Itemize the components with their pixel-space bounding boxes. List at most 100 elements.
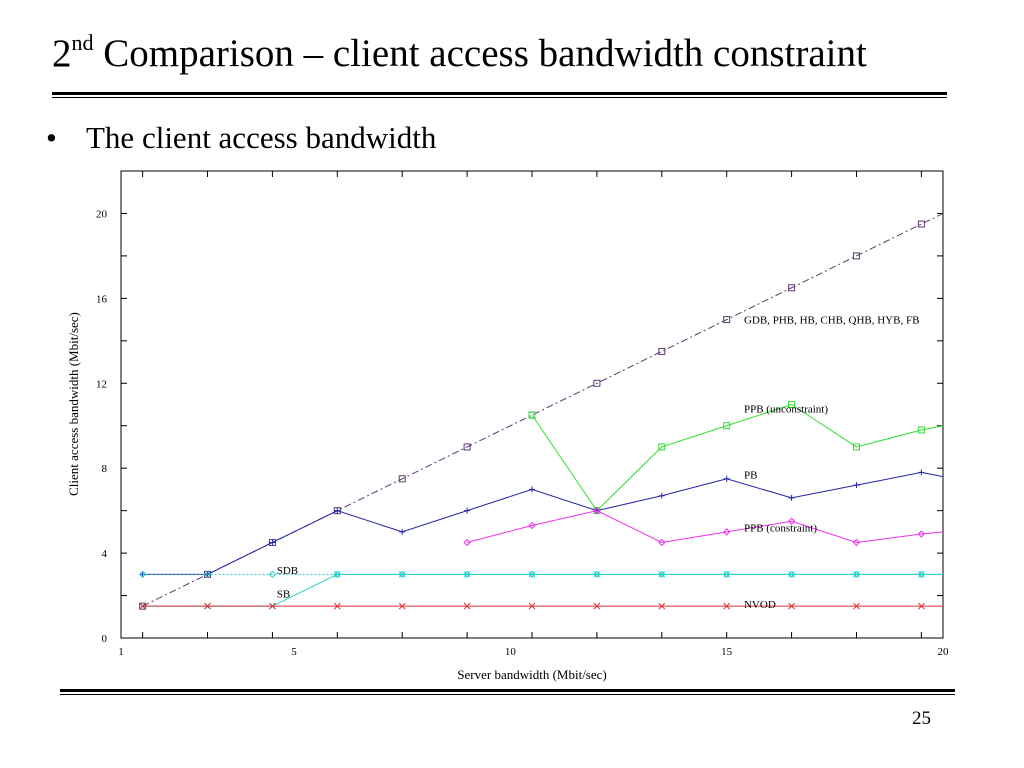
data-point (723, 475, 730, 482)
data-point (723, 602, 731, 610)
x-axis-label: Server bandwidth (Mbit/sec) (457, 667, 606, 682)
x-tick-label: 1 (118, 646, 124, 658)
data-point (593, 379, 601, 387)
data-point (723, 570, 731, 578)
data-point (464, 507, 471, 514)
series-label: GDB, PHB, HB, CHB, QHB, HYB, FB (744, 315, 919, 327)
data-point (398, 570, 406, 579)
series-line (142, 471, 944, 575)
labels-layer: GDB, PHB, HB, CHB, QHB, HYB, FB PPB (unco… (277, 315, 920, 611)
data-point (853, 602, 860, 610)
bullet-text: The client access bandwidth (86, 120, 437, 155)
data-point (658, 602, 666, 610)
y-axis-label: Client access bandwidth (Mbit/sec) (66, 312, 81, 496)
data-point (204, 602, 211, 610)
data-point (788, 284, 796, 292)
data-point (658, 570, 666, 579)
data-point (658, 443, 666, 451)
title-rest: Comparison – client access bandwidth con… (93, 32, 867, 75)
data-point (853, 570, 860, 578)
data-point (658, 538, 666, 547)
x-tick-label: 20 (938, 646, 950, 658)
data-point (658, 570, 666, 578)
data-point (593, 506, 601, 515)
data-point (463, 602, 471, 610)
data-point (917, 570, 926, 579)
data-point (529, 486, 535, 493)
series-line (466, 510, 944, 543)
data-point (399, 528, 406, 535)
data-point (918, 602, 925, 610)
data-point (463, 570, 471, 578)
footer-rule-thin (60, 694, 955, 695)
series-label: PB (744, 470, 757, 482)
series-label: SDB (277, 565, 298, 577)
data-point (917, 530, 926, 538)
data-point (788, 401, 796, 408)
data-point (788, 570, 795, 578)
y-tick-label: 0 (102, 633, 108, 645)
x-tick-label: 10 (505, 646, 517, 658)
series-sb (139, 570, 943, 610)
data-point (528, 602, 536, 610)
bullet-item: • The client access bandwidth (46, 120, 436, 156)
data-point (658, 492, 665, 499)
series-layer (138, 213, 944, 610)
data-point (723, 316, 731, 324)
data-point (722, 528, 731, 536)
bullet-mark: • (46, 120, 57, 155)
data-point (917, 220, 925, 228)
title-rule-thick (52, 92, 947, 95)
y-tick-label: 4 (102, 548, 108, 560)
data-point (852, 538, 861, 547)
data-point (268, 570, 277, 579)
data-point (528, 521, 536, 530)
data-point (593, 570, 601, 579)
data-point (787, 517, 796, 525)
series-pb (139, 469, 944, 578)
y-tick-label: 16 (96, 293, 108, 305)
data-point (852, 570, 861, 579)
data-point (658, 347, 666, 355)
data-point (853, 482, 860, 489)
footer-rule-thick (60, 689, 955, 692)
data-point (723, 422, 731, 430)
data-point (593, 570, 601, 578)
data-point (852, 252, 860, 260)
page-number: 25 (912, 708, 931, 729)
data-point (852, 443, 860, 451)
data-point (463, 570, 471, 579)
series-ppb-unconstraint (528, 401, 944, 515)
series-label: NVOD (744, 599, 776, 611)
series-label: SB (277, 588, 290, 600)
data-point (722, 570, 731, 579)
data-point (918, 570, 925, 578)
y-tick-label: 20 (96, 208, 108, 220)
y-tick-label: 12 (96, 378, 107, 390)
data-point (528, 570, 536, 578)
data-point (528, 411, 536, 419)
title-superscript: nd (71, 30, 94, 55)
data-point (918, 469, 925, 476)
series-ppb-constraint (463, 506, 944, 547)
data-point (203, 570, 212, 579)
data-point (917, 426, 925, 434)
data-point (398, 602, 406, 610)
series-label: PPB (unconstraint) (744, 404, 828, 416)
data-point (398, 475, 406, 483)
series-line (142, 573, 943, 607)
title-rule-thin (52, 97, 947, 98)
data-point (269, 602, 276, 610)
series-label: PPB (constraint) (744, 523, 817, 535)
data-point (463, 443, 471, 451)
series-line (531, 403, 944, 512)
series-nvod (139, 602, 943, 610)
data-point (333, 602, 341, 610)
data-point (138, 570, 147, 579)
slide-title: 2nd Comparison – client access bandwidth… (52, 30, 867, 76)
data-point (593, 602, 601, 610)
x-tick-label: 5 (291, 646, 297, 658)
data-point (334, 507, 341, 514)
